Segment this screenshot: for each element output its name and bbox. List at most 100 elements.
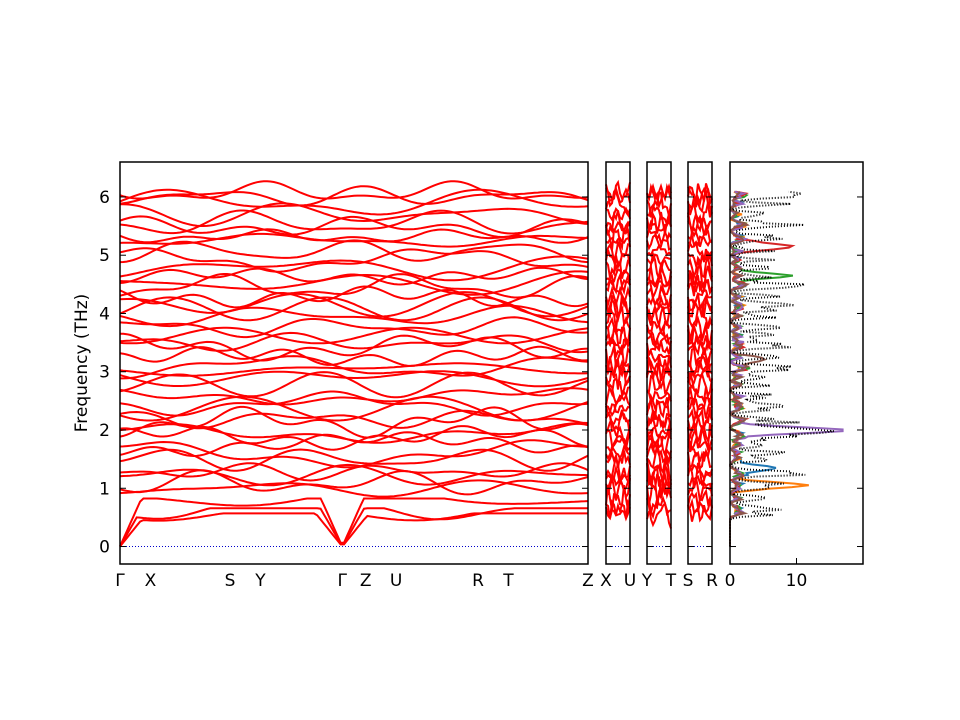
phonon-band	[687, 270, 713, 297]
k-point-label: Γ	[115, 571, 125, 591]
dos-x-tick-label: 10	[786, 571, 808, 591]
k-point-label: S	[225, 571, 236, 591]
phonon-band	[687, 240, 713, 261]
phonon-band	[605, 291, 631, 320]
panel-frame	[646, 161, 672, 565]
phonon-band	[646, 408, 672, 431]
y-tick-label: 6	[99, 188, 110, 208]
phonon-band	[687, 477, 713, 502]
dos-panel: 0 10	[725, 161, 864, 591]
dos-total-line	[728, 190, 835, 547]
k-point-label: T	[502, 571, 514, 591]
y-tick-label: 3	[99, 363, 110, 383]
phonon-band	[687, 353, 713, 383]
k-point-label: T	[665, 571, 677, 591]
panel-frame	[605, 161, 631, 565]
phonon-band	[687, 293, 713, 318]
phonon-band	[119, 247, 589, 273]
k-point-label: R	[706, 571, 718, 591]
phonon-band	[646, 374, 672, 395]
phonon-band	[605, 449, 631, 469]
phonon-band	[687, 183, 713, 204]
k-point-label: X	[145, 571, 157, 591]
phonon-band	[605, 268, 631, 286]
phonon-band	[119, 285, 589, 309]
phonon-band	[687, 407, 713, 430]
phonon-band	[646, 423, 672, 449]
dos-x-tick-label: 0	[725, 571, 736, 591]
phonon-band	[687, 325, 713, 348]
phonon-band	[119, 185, 589, 207]
y-tick-label: 0	[99, 538, 110, 558]
phonon-band	[646, 390, 672, 404]
panel-frame	[119, 161, 589, 565]
phonon-band	[646, 474, 672, 505]
phonon-band	[646, 203, 672, 228]
phonon-band	[646, 425, 672, 441]
phonon-band	[646, 227, 672, 246]
phonon-band	[119, 395, 589, 422]
panel-frame	[687, 161, 713, 565]
phonon-band	[605, 382, 631, 406]
phonon-band	[605, 366, 631, 390]
dos-partial-line	[728, 190, 777, 547]
phonon-band	[119, 232, 589, 248]
phonon-band	[119, 296, 589, 322]
phonon-band	[119, 215, 589, 239]
k-point-label: U	[624, 571, 636, 591]
phonon-band	[687, 359, 713, 379]
k-point-label: Γ	[338, 571, 348, 591]
phonon-band	[119, 255, 589, 282]
phonon-band	[119, 326, 589, 345]
phonon-band	[119, 387, 589, 406]
phonon-band	[605, 477, 631, 501]
phonon-band	[605, 179, 631, 202]
phonon-band	[120, 202, 589, 227]
phonon-band	[605, 184, 631, 208]
phonon-band	[119, 209, 589, 235]
phonon-band	[605, 271, 631, 296]
phonon-band	[605, 344, 631, 369]
phonon-band	[119, 266, 589, 286]
k-point-label: U	[390, 571, 402, 591]
phonon-band	[646, 211, 672, 234]
y-tick-label: 1	[99, 479, 110, 499]
phonon-band	[119, 463, 589, 487]
phonon-band	[119, 497, 589, 547]
phonon-band	[687, 386, 713, 406]
phonon-band	[605, 255, 631, 279]
phonon-band	[687, 463, 713, 481]
phonon-band	[119, 507, 588, 547]
phonon-band	[687, 288, 713, 307]
phonon-band	[119, 512, 588, 548]
k-point-label: Y	[254, 571, 266, 591]
phonon-band	[687, 504, 713, 523]
phonon-band	[605, 485, 631, 510]
phonon-band	[605, 220, 631, 234]
phonon-band	[119, 291, 589, 318]
phonon-band	[119, 316, 589, 339]
k-point-label: R	[472, 571, 484, 591]
phonon-band	[119, 448, 589, 472]
phonon-band	[605, 206, 631, 222]
phonon-band	[605, 498, 631, 519]
phonon-band	[119, 331, 589, 354]
k-point-label: Z	[360, 571, 372, 591]
phonon-band	[119, 273, 589, 299]
phonon-band	[605, 238, 631, 262]
dos-partial-line	[729, 191, 767, 547]
phonon-band	[605, 425, 631, 453]
phonon-band	[646, 445, 672, 476]
k-point-label: Y	[641, 571, 653, 591]
phonon-band	[646, 393, 672, 413]
y-tick-label: 5	[99, 246, 110, 266]
phonon-band	[687, 423, 713, 453]
phonon-band	[687, 212, 713, 234]
phonon-band	[687, 475, 713, 492]
phonon-band	[119, 371, 589, 399]
phonon-band	[605, 315, 631, 336]
